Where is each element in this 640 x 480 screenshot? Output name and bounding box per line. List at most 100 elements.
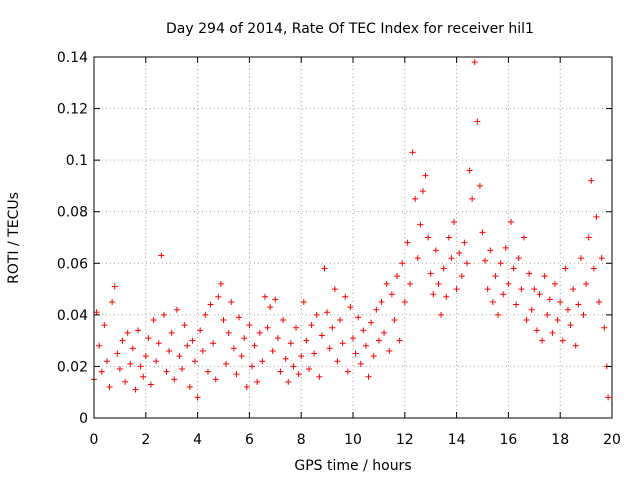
- data-point: [458, 273, 465, 280]
- data-point: [135, 327, 142, 334]
- data-point: [360, 327, 367, 334]
- data-point: [140, 373, 147, 380]
- data-point: [103, 358, 110, 365]
- data-point: [321, 265, 328, 272]
- data-point: [365, 373, 372, 380]
- data-point: [492, 273, 499, 280]
- data-point: [474, 118, 481, 125]
- data-point: [502, 244, 509, 251]
- data-point: [526, 270, 533, 277]
- x-tick-label: 0: [90, 432, 99, 448]
- data-point: [461, 239, 468, 246]
- data-point: [127, 360, 134, 367]
- data-point: [528, 306, 535, 313]
- data-point: [518, 286, 525, 293]
- data-point: [96, 342, 103, 349]
- data-point: [531, 286, 538, 293]
- data-point: [267, 304, 274, 311]
- data-point: [109, 298, 116, 305]
- data-point: [605, 394, 612, 401]
- data-point: [386, 347, 393, 354]
- data-point: [539, 337, 546, 344]
- data-point: [176, 353, 183, 360]
- data-point: [171, 376, 178, 383]
- data-point: [515, 255, 522, 262]
- data-point: [388, 291, 395, 298]
- data-point: [422, 172, 429, 179]
- data-point: [339, 340, 346, 347]
- data-point: [580, 311, 587, 318]
- data-point: [316, 373, 323, 380]
- data-point: [541, 273, 548, 280]
- data-point: [381, 329, 388, 336]
- data-point: [122, 378, 129, 385]
- data-point: [412, 195, 419, 202]
- data-point: [489, 298, 496, 305]
- x-tick-label: 20: [603, 432, 621, 448]
- data-point: [305, 366, 312, 373]
- data-point: [280, 317, 287, 324]
- data-point: [344, 368, 351, 375]
- data-point: [577, 255, 584, 262]
- y-tick-label: 0: [79, 411, 88, 427]
- data-point: [129, 345, 136, 352]
- data-point: [370, 353, 377, 360]
- data-point: [572, 342, 579, 349]
- grid-lines: [94, 57, 612, 418]
- y-tick-label: 0.1: [66, 153, 88, 169]
- data-point: [290, 363, 297, 370]
- data-point: [409, 149, 416, 156]
- data-point: [590, 265, 597, 272]
- x-tick-label: 8: [297, 432, 306, 448]
- data-point: [419, 188, 426, 195]
- data-point: [311, 350, 318, 357]
- y-tick-label: 0.06: [57, 256, 88, 272]
- y-tick-label: 0.12: [57, 102, 88, 118]
- data-point: [248, 363, 255, 370]
- data-point: [598, 255, 605, 262]
- data-point: [166, 347, 173, 354]
- data-point: [396, 337, 403, 344]
- data-point: [505, 280, 512, 287]
- data-point: [132, 386, 139, 393]
- data-point: [445, 234, 452, 241]
- data-point: [588, 177, 595, 184]
- data-point: [438, 311, 445, 318]
- data-point: [233, 371, 240, 378]
- data-point: [497, 260, 504, 267]
- data-point: [147, 381, 154, 388]
- data-point: [324, 309, 331, 316]
- data-point: [223, 360, 230, 367]
- data-point: [114, 350, 121, 357]
- data-point: [378, 298, 385, 305]
- data-point: [197, 327, 204, 334]
- data-point: [585, 234, 592, 241]
- data-point: [357, 360, 364, 367]
- data-point: [406, 280, 413, 287]
- data-point: [583, 280, 590, 287]
- data-point: [463, 260, 470, 267]
- x-tick-label: 14: [448, 432, 466, 448]
- data-point: [116, 366, 123, 373]
- data-point: [101, 322, 108, 329]
- data-point: [533, 327, 540, 334]
- data-point: [507, 219, 514, 226]
- data-point: [207, 301, 214, 308]
- data-point: [220, 317, 227, 324]
- x-tick-labels: 0 2 4 6 8 10 12 14 16 18 20: [90, 432, 621, 448]
- data-point: [430, 291, 437, 298]
- data-point: [536, 291, 543, 298]
- data-point: [500, 291, 507, 298]
- x-tick-label: 10: [344, 432, 362, 448]
- data-point: [179, 366, 186, 373]
- data-point: [575, 301, 582, 308]
- data-point: [487, 247, 494, 254]
- data-point: [425, 234, 432, 241]
- data-point: [334, 358, 341, 365]
- data-point: [215, 293, 222, 300]
- data-point: [318, 332, 325, 339]
- data-point: [342, 293, 349, 300]
- data-point: [391, 317, 398, 324]
